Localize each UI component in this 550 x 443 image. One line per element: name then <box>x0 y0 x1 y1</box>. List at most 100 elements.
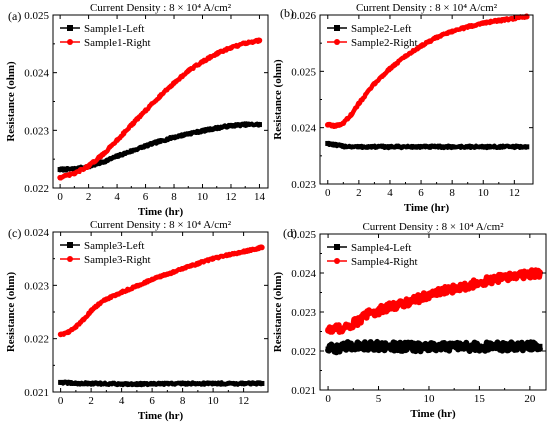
series-band <box>58 379 265 388</box>
chart-title: Current Density : 8 × 10⁴ A/cm² <box>362 221 504 233</box>
data-point <box>185 131 191 137</box>
chart-title: Current Density : 8 × 10⁴ A/cm² <box>90 2 232 14</box>
x-tick-label: 0 <box>57 191 63 203</box>
x-tick-label: 14 <box>254 191 266 203</box>
data-point <box>524 144 530 150</box>
data-point <box>365 311 372 317</box>
panel-label: (d) <box>283 226 297 240</box>
legend-label: Sample3-Left <box>84 240 144 252</box>
x-tick-label: 12 <box>509 187 520 199</box>
x-tick-label: 15 <box>474 393 486 405</box>
y-tick-label: 0.023 <box>291 179 316 191</box>
x-tick-label: 5 <box>376 393 382 405</box>
x-tick-label: 10 <box>423 393 435 405</box>
plot-area <box>57 37 263 181</box>
legend: Sample1-Left Sample1-Right <box>60 23 151 49</box>
x-tick-label: 0 <box>325 187 331 199</box>
series-sample4-left <box>325 338 543 356</box>
chart-panel-2: (b) Current Density : 8 × 10⁴ A/cm² 0 2 4 6 8 1… <box>272 2 534 214</box>
data-point <box>356 100 362 107</box>
data-point <box>527 270 533 277</box>
data-point <box>118 289 125 296</box>
legend-label: Sample1-Right <box>84 37 151 49</box>
y-tick-label: 0.025 <box>24 10 49 22</box>
data-point <box>385 304 392 311</box>
chart-panel-4: (d) Current Density : 8 × 10⁴ A/cm² 0 5 10 15… <box>272 221 547 420</box>
x-tick-label: 4 <box>119 395 125 407</box>
data-point <box>256 122 262 128</box>
data-point <box>114 153 120 159</box>
legend-label: Sample2-Right <box>351 37 418 49</box>
data-point <box>157 138 163 144</box>
y-tick-label: 0.023 <box>24 280 49 292</box>
x-tick-label: 10 <box>197 191 209 203</box>
data-point <box>449 28 455 35</box>
x-tick-label: 0 <box>325 393 331 405</box>
series-sample2-right <box>324 13 530 130</box>
data-point <box>348 111 354 118</box>
data-point <box>340 143 346 149</box>
legend-marker <box>334 39 340 45</box>
data-point <box>100 151 106 158</box>
data-point <box>332 123 339 129</box>
series-sample1-right <box>57 37 263 181</box>
legend-label: Sample1-Left <box>84 23 144 35</box>
data-point <box>242 40 249 47</box>
data-point <box>418 144 424 150</box>
data-point <box>240 248 247 255</box>
data-point <box>171 80 177 86</box>
data-point <box>517 343 523 349</box>
x-tick-label: 0 <box>58 395 64 407</box>
series-band <box>325 13 530 130</box>
data-point <box>143 143 149 149</box>
data-point <box>418 43 424 49</box>
data-point <box>537 343 543 349</box>
data-point <box>228 123 234 129</box>
y-tick-label: 0.026 <box>291 10 316 22</box>
data-point <box>179 266 186 272</box>
data-point <box>210 380 216 386</box>
y-tick-label: 0.024 <box>291 123 316 135</box>
data-point <box>256 37 263 44</box>
data-point <box>537 270 543 276</box>
panel-label: (a) <box>8 9 21 23</box>
data-point <box>185 68 192 74</box>
data-point <box>433 34 440 41</box>
data-point <box>200 128 206 134</box>
data-point <box>114 137 120 143</box>
plot-area <box>324 13 530 151</box>
data-point <box>480 20 487 26</box>
x-tick-label: 8 <box>449 187 455 199</box>
data-point <box>426 292 432 299</box>
data-point <box>213 50 220 57</box>
data-point <box>214 125 220 131</box>
data-point <box>325 326 331 333</box>
data-point <box>371 80 378 87</box>
chart-panel-1: (a) Current Density : 8 × 10⁴ A/cm² 0 2 4 6 8 1… <box>5 2 269 218</box>
data-point <box>506 273 513 280</box>
chart-title: Current Density : 8 × 10⁴ A/cm² <box>90 219 232 231</box>
data-point <box>387 144 393 150</box>
data-point <box>65 329 72 336</box>
data-point <box>340 120 347 126</box>
y-tick-label: 0.024 <box>24 227 49 239</box>
data-point <box>73 380 79 386</box>
legend: Sample2-Left Sample2-Right <box>327 23 418 49</box>
series-sample4-right <box>325 267 543 335</box>
data-point <box>195 260 201 267</box>
x-tick-label: 2 <box>356 187 362 199</box>
y-axis-label: Resistance (ohm) <box>272 59 284 140</box>
data-point <box>449 144 455 150</box>
series-sample3-right <box>57 244 265 338</box>
legend-label: Sample4-Left <box>351 242 411 254</box>
legend-label: Sample3-Right <box>84 254 151 266</box>
y-axis-label: Resistance (ohm) <box>5 61 17 142</box>
data-point <box>128 148 134 154</box>
data-point <box>376 343 382 349</box>
data-point <box>71 166 77 172</box>
data-point <box>199 58 206 65</box>
data-point <box>156 93 163 100</box>
data-point <box>495 17 502 24</box>
y-axis-label: Resistance (ohm) <box>272 271 284 352</box>
